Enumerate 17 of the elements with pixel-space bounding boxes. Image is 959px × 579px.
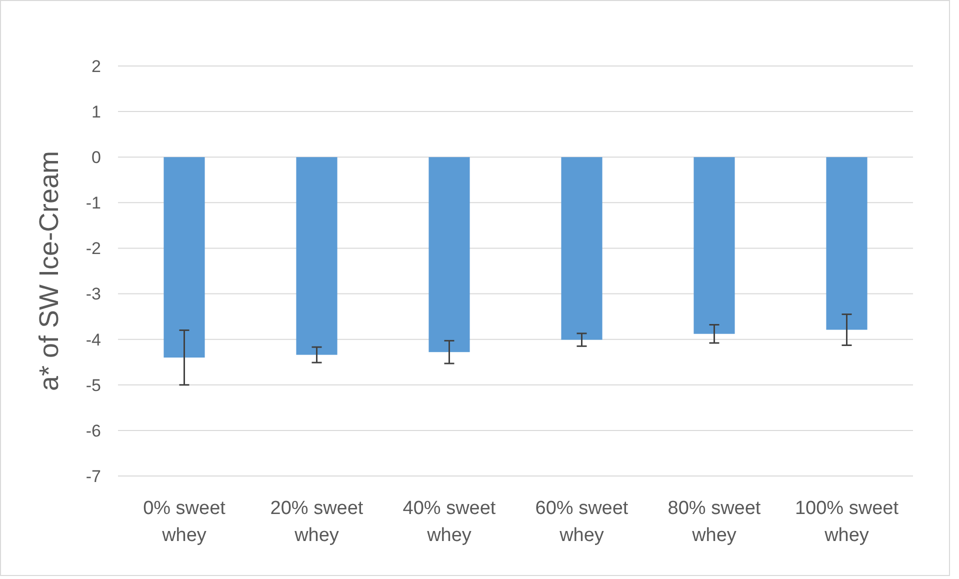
y-tick-label: -1 (86, 194, 101, 213)
x-tick-label: 60% sweet whey (535, 498, 629, 546)
x-tick-label: 20% sweet whey (270, 498, 364, 546)
x-tick-label: 40% sweet whey (402, 498, 496, 546)
y-tick-label: 1 (92, 102, 101, 122)
y-tick-label: -6 (86, 421, 101, 440)
y-tick-label: -5 (86, 376, 101, 395)
x-tick-label: 80% sweet whey (668, 498, 762, 546)
y-tick-label: 0 (92, 148, 101, 168)
y-tick-label: -4 (86, 330, 101, 350)
x-tick-label: 0% sweet whey (143, 498, 226, 546)
y-tick-label: -3 (86, 284, 101, 304)
y-tick-label: -2 (86, 239, 101, 258)
y-tick-label: -7 (86, 466, 101, 486)
y-axis-title: a* of SW Ice-Cream (34, 150, 64, 392)
x-tick-label: 100% sweet whey (794, 498, 900, 546)
y-tick-label: 2 (92, 56, 101, 76)
